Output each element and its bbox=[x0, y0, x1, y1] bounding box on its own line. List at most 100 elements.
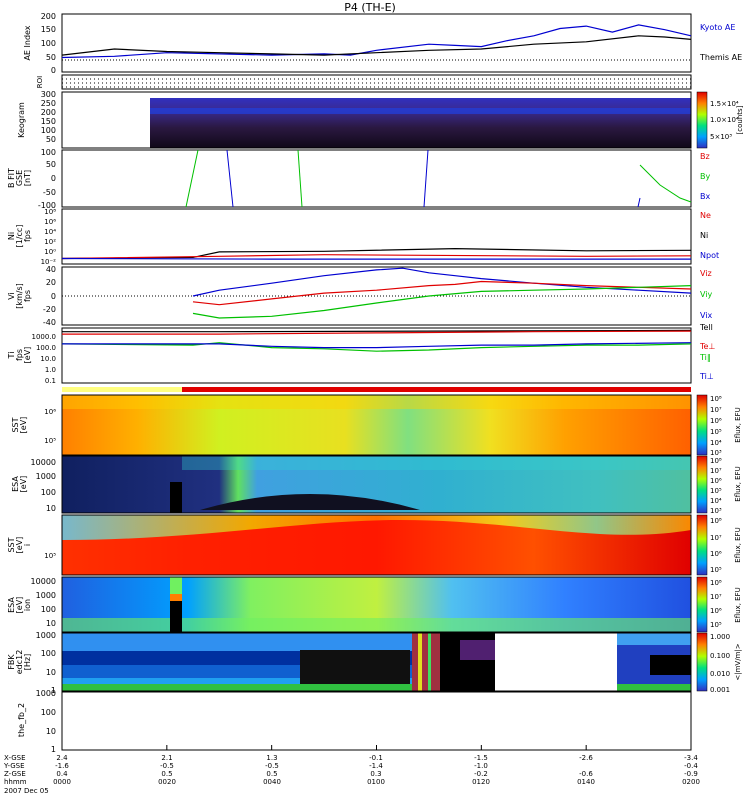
fbk-right-dark bbox=[650, 655, 691, 675]
sst-i-cb-tick: 10⁸ bbox=[710, 517, 722, 525]
esa-i-tick: 100 bbox=[41, 605, 56, 614]
fbk-burst bbox=[412, 633, 440, 691]
y-gse-value: -0.5 bbox=[160, 762, 174, 770]
vi-tick: -20 bbox=[43, 305, 56, 314]
fbk-ylabel: edc12 bbox=[15, 650, 24, 675]
ae-tick: 150 bbox=[41, 25, 56, 34]
fbk-ylabel: FBK bbox=[7, 654, 16, 670]
vi-tick: 40 bbox=[46, 265, 56, 274]
bfit-tick: -50 bbox=[43, 188, 56, 197]
panel-keogram-frame bbox=[61, 91, 692, 149]
sst-e-top-band bbox=[62, 395, 691, 409]
ti-tick: 0.1 bbox=[45, 377, 56, 385]
x-gse-value: -2.6 bbox=[579, 754, 593, 762]
x-row-label-x: X-GSE bbox=[4, 754, 26, 762]
fb2-tick: 1 bbox=[51, 745, 56, 754]
fbk-cb-tick: 0.010 bbox=[710, 670, 730, 678]
fb2-ylabel: the_fb_2 bbox=[17, 703, 26, 737]
keogram-ylabel: Keogram bbox=[17, 102, 26, 138]
series-ti- bbox=[61, 342, 692, 352]
ni-tick: 10⁸ bbox=[44, 208, 56, 216]
series-viz bbox=[192, 285, 692, 319]
series-npot bbox=[61, 257, 691, 260]
esa-i-tick: 1000 bbox=[36, 591, 56, 600]
fbk-band-low bbox=[62, 678, 412, 684]
panel-sst-i-frame bbox=[61, 514, 692, 576]
keogram-cb-label: [counts] bbox=[736, 105, 744, 134]
ti-tick: 10.0 bbox=[40, 355, 56, 363]
sst-i-ylabel: SST bbox=[7, 537, 16, 552]
ni-tick: 10⁴ bbox=[44, 228, 56, 236]
sst-e-cb-tick: 10³ bbox=[710, 449, 722, 457]
vi-ylabel: Vi bbox=[7, 292, 16, 300]
esa-i-mode-gap bbox=[170, 577, 182, 594]
panel-ae: AE Index 200 150 100 50 0 Kyoto AE Themi… bbox=[23, 12, 742, 75]
z-gse-value: 0.5 bbox=[161, 770, 172, 778]
ni-ylabel: fps bbox=[23, 230, 32, 242]
y-gse-value: -0.5 bbox=[265, 762, 279, 770]
panel-roi-frame bbox=[61, 74, 692, 90]
series-viy bbox=[192, 280, 692, 306]
mode-bar-fast bbox=[182, 387, 691, 392]
esa-e-cb-tick: 10³ bbox=[710, 507, 722, 515]
sst-e-colorbar bbox=[696, 394, 708, 456]
sst-e-cb-tick: 10⁵ bbox=[710, 428, 722, 436]
esa-e-cb-tick: 10⁵ bbox=[710, 487, 722, 495]
time-value: 0000 bbox=[53, 778, 71, 786]
esa-i-lower-band bbox=[62, 618, 691, 632]
series-tell bbox=[62, 329, 692, 333]
fbk-tick: 1 bbox=[51, 686, 56, 695]
ti-legend-tell: Tell bbox=[699, 323, 713, 332]
ae-ylabel: AE Index bbox=[23, 25, 32, 60]
sst-i-cb-label: Eflux, EFU bbox=[734, 527, 742, 562]
time-value: 0040 bbox=[263, 778, 281, 786]
esa-e-cb-tick: 10⁸ bbox=[710, 457, 722, 465]
fbk-band-upper bbox=[62, 633, 412, 651]
bfit-by-trace bbox=[185, 149, 199, 208]
esa-e-cb-tick: 10⁶ bbox=[710, 477, 722, 485]
bfit-tick: -100 bbox=[38, 201, 56, 210]
panel-ni: Ni [1/cc] fps 10⁸ 10⁶ 10⁴ 10² 10⁰ 10⁻² N… bbox=[7, 208, 719, 266]
keogram-colorbar bbox=[696, 91, 708, 149]
sst-i-upper-region bbox=[62, 515, 691, 540]
ti-ylabel: [eV] bbox=[23, 347, 32, 364]
ti-ylabel: Ti bbox=[7, 352, 16, 360]
keogram-band bbox=[150, 108, 691, 114]
fbk-tick: 1000 bbox=[36, 631, 56, 640]
y-gse-value: -1.4 bbox=[369, 762, 383, 770]
fbk-cb-label: <|mV/m|> bbox=[734, 643, 742, 680]
series-kyoto-ae bbox=[61, 24, 692, 59]
time-value: 0140 bbox=[577, 778, 595, 786]
ni-ylabel: [1/cc] bbox=[15, 225, 24, 248]
mode-bar bbox=[62, 387, 691, 392]
esa-e-tick: 1000 bbox=[36, 472, 56, 481]
bfit-bx-trace bbox=[226, 149, 234, 208]
sst-i-tick: 10⁵ bbox=[44, 552, 56, 560]
esa-i-gap bbox=[170, 601, 182, 632]
z-gse-value: -0.9 bbox=[684, 770, 698, 778]
time-value: 0120 bbox=[472, 778, 490, 786]
y-gse-value: -0.4 bbox=[684, 762, 698, 770]
fbk-band-floor bbox=[62, 684, 691, 691]
bfit-ylabel: [nT] bbox=[23, 170, 32, 186]
x-gse-value: 1.3 bbox=[266, 754, 277, 762]
sst-i-ylabel: [eV] bbox=[15, 537, 24, 554]
keogram-cb-tick: 1.5×10⁴ bbox=[710, 100, 739, 108]
keogram-tick: 300 bbox=[41, 90, 56, 99]
ni-legend-ne: Ne bbox=[700, 211, 711, 220]
esa-i-tick: 10000 bbox=[31, 577, 56, 586]
panel-bfit: B FIT GSE [nT] 100 50 0 -50 -100 Bz By B… bbox=[7, 148, 710, 210]
bfit-by-trace bbox=[297, 149, 303, 208]
panel-keogram: Keogram 300 250 200 150 100 50 1.5×10⁴ 1… bbox=[17, 90, 744, 149]
fbk-right-top bbox=[617, 633, 691, 645]
bfit-bx-trace bbox=[423, 149, 429, 208]
ni-legend-npot: Npot bbox=[700, 251, 719, 260]
esa-e-cb-tick: 10⁷ bbox=[710, 467, 722, 475]
vi-tick: 0 bbox=[51, 292, 56, 301]
ti-legend-tipar: Ti‖ bbox=[699, 353, 711, 362]
ti-tick: 1000.0 bbox=[32, 333, 57, 341]
esa-e-tick: 10 bbox=[46, 504, 56, 513]
vi-ylabel: [km/s] bbox=[15, 283, 24, 309]
panel-ti-frame bbox=[61, 327, 692, 384]
esa-i-cb-tick: 10⁵ bbox=[710, 621, 722, 629]
